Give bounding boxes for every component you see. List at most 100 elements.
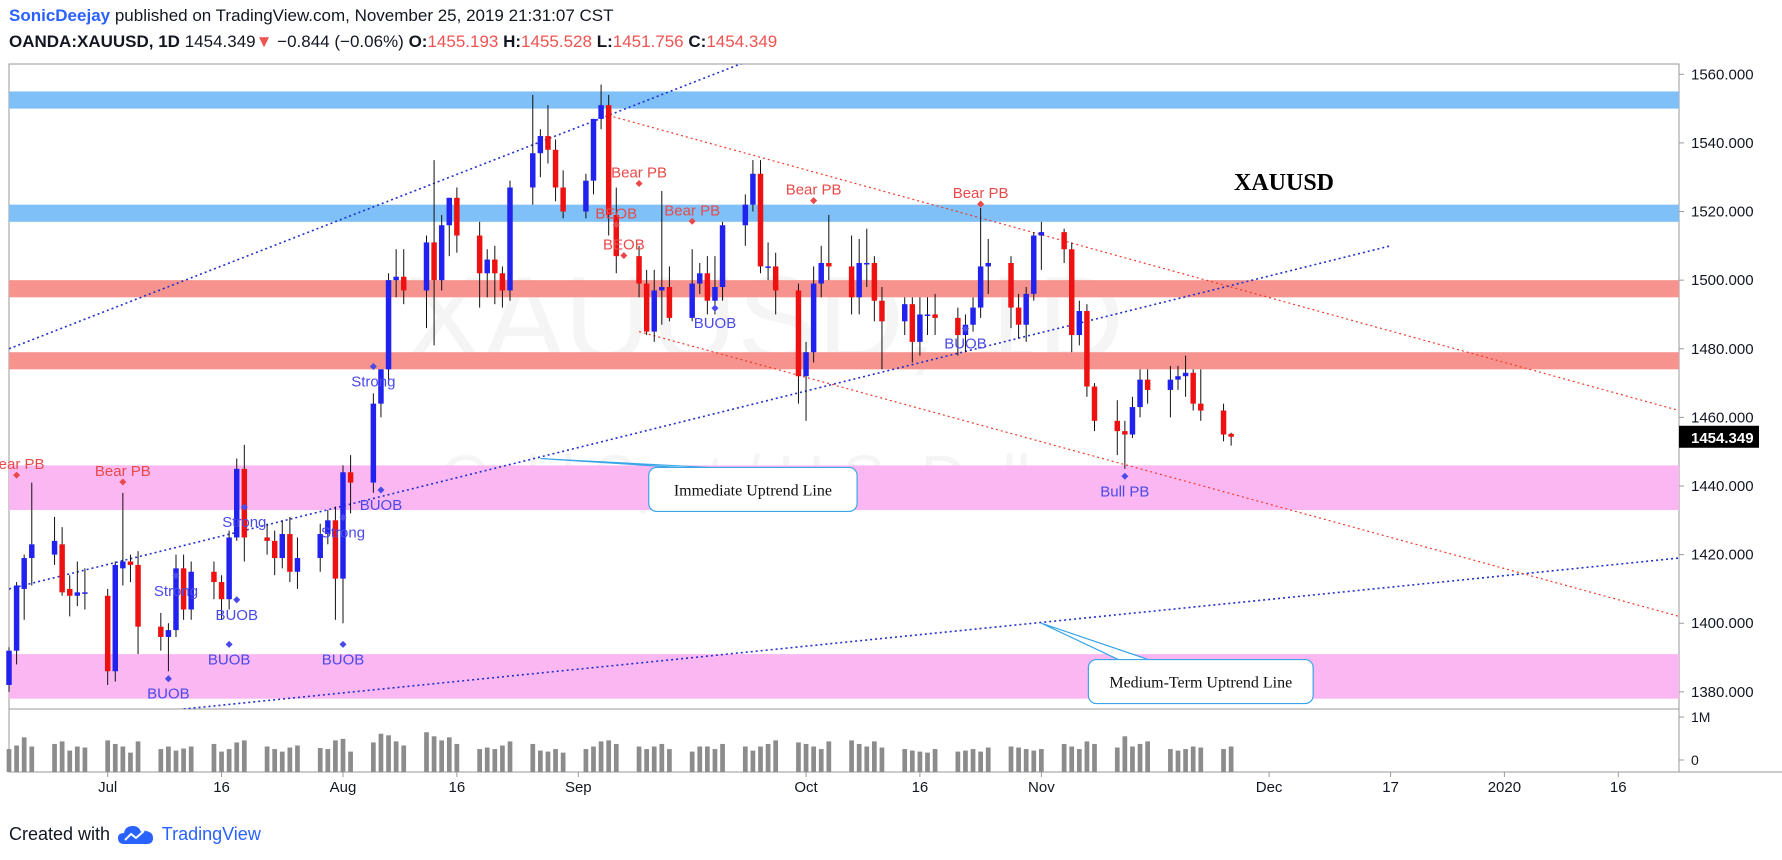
low-value: 1451.756 [612,32,684,51]
candle-body [545,136,551,150]
volume-bar [644,749,649,772]
candle-body [1220,410,1227,435]
candle-body [1084,311,1090,387]
tradingview-link[interactable]: TradingView [161,824,261,844]
volume-bar [1145,741,1150,772]
signal-label: BEOB [595,206,637,223]
candle-body [446,197,453,226]
callout-pointer [1041,622,1149,661]
volume-bar [128,752,133,772]
candle-body [712,287,718,301]
volume-bar [856,743,862,772]
volume-bar [401,745,407,772]
candle-body [909,304,916,342]
candle-body [271,540,278,559]
candle-body [613,214,620,257]
downtrend-line [608,114,1679,412]
uptrend-line [9,245,1391,590]
time-tick-label: Oct [794,779,818,796]
volume-bar [909,750,915,772]
signal-marker [119,478,127,486]
volume-bar [333,740,338,772]
time-tick-label: 2020 [1488,779,1521,796]
candle-body [13,585,20,651]
volume-bar [606,740,612,772]
volume-bar [712,749,718,772]
volume-bar [818,749,824,772]
candle-body [1076,311,1083,336]
symbol-label[interactable]: OANDA:XAUUSD, 1D [9,32,180,51]
down-triangle-icon: ▼ [255,32,273,51]
volume-bar [371,742,376,772]
time-tick-label: 17 [1382,779,1399,796]
signal-marker [377,486,385,494]
volume-bar [932,749,938,772]
candle-body [294,558,301,572]
zone-resistance [9,204,1679,222]
callout-pointer [540,457,709,469]
candle-body [1198,403,1204,411]
volume-bar [1221,749,1226,772]
candle-body [826,262,832,267]
price-tag [1679,425,1759,448]
volume-bar [241,740,247,772]
volume-bar [1016,747,1021,772]
signal-marker [339,640,347,648]
zone-resistance [9,91,1679,109]
candle-body [530,153,536,188]
candle-body [552,149,559,188]
candle-body [29,544,35,559]
volume-bar [166,746,171,772]
candle-body [598,105,604,119]
volume-bar [925,752,930,772]
candle-body [856,262,862,298]
candle-body [1061,232,1067,250]
volume-bar [651,746,657,772]
uptrend-line [183,557,1679,709]
candle-body [1228,433,1234,437]
volume-bar [181,748,186,772]
signal-label: Bear PB [611,165,667,182]
candle-body [158,626,164,637]
candle-body [810,283,817,353]
candle-body [871,262,878,301]
volume-bar [287,747,293,772]
candle-body [317,534,323,559]
price-tick-label: 1380.000 [1691,684,1754,701]
candle-body [697,273,703,284]
signal-marker [688,217,696,225]
signal-label: Strong [351,373,395,390]
author-link[interactable]: SonicDeejay [9,6,111,25]
volume-bar [902,749,908,772]
candle-body [74,592,81,596]
candle-body [1182,372,1189,377]
volume-bar [226,749,232,772]
candle-body [1122,431,1128,435]
volume-bar [864,746,870,772]
candle-body [507,187,513,291]
signal-marker [240,503,248,511]
signal-labels: Bear PB Bear PB Bear PB Bear PB Bear PB Bear … [0,165,1149,703]
candle-body [325,520,331,535]
candle-body [1068,249,1075,336]
volume-bar [705,746,710,772]
cloud-logo-icon [118,826,154,845]
price-tick-label: 1500.000 [1691,272,1754,289]
volume-bar [1168,749,1173,772]
candle-body [287,534,293,572]
candle-body [605,105,612,215]
volume-bar [826,741,832,772]
volume-bar [439,740,445,772]
volume-bar [1008,746,1014,772]
candle-body [6,650,12,685]
volume-bar [112,743,118,772]
volume-bar [1183,749,1188,772]
time-tick-label: Sep [565,779,592,796]
volume-bar [52,743,57,772]
candle-body [750,173,756,205]
candle-body [135,564,141,627]
time-tick-label: 16 [912,779,929,796]
callout: Medium-Term Uptrend Line [1041,622,1314,705]
close-label: C: [688,32,707,51]
